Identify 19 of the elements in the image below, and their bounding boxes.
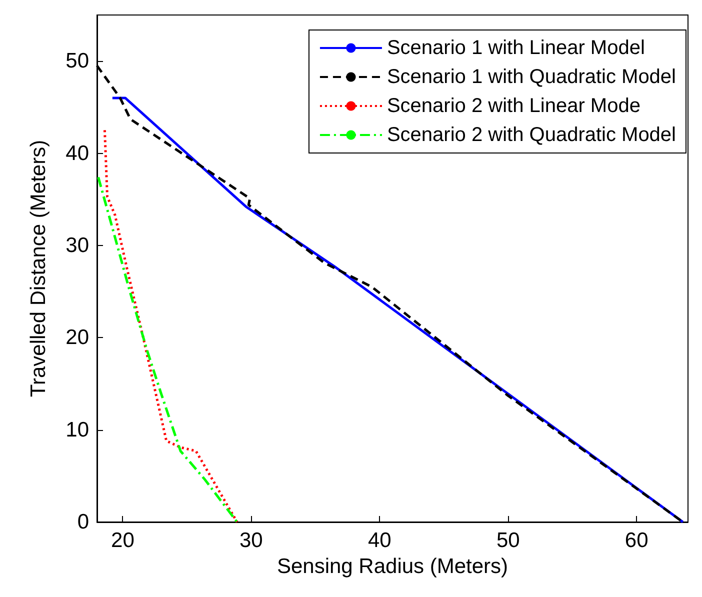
x-axis-title: Sensing Radius (Meters) (276, 554, 508, 578)
y-tick-label: 0 (77, 510, 89, 534)
line-series (97, 176, 238, 524)
y-tick-label: 30 (66, 234, 89, 257)
legend-label: Scenario 2 with Quadratic Model (386, 124, 676, 146)
x-tick-label: 40 (368, 529, 392, 552)
y-tick-label: 20 (66, 326, 89, 350)
legend-label: Scenario 1 with Linear Model (386, 37, 645, 59)
x-tick-label: 20 (111, 529, 134, 552)
x-tick-label: 60 (624, 529, 648, 552)
y-tick-label: 40 (66, 142, 89, 165)
y-tick-label: 10 (66, 418, 89, 442)
legend-label: Scenario 1 with Quadratic Model (386, 66, 676, 88)
y-tick-label: 50 (66, 50, 89, 73)
legend-label: Scenario 2 with Linear Mode (386, 95, 640, 117)
y-axis-title: Travelled Distance (Meters) (27, 140, 50, 398)
line-series (103, 128, 238, 524)
x-tick-label: 50 (496, 529, 520, 552)
x-tick-label: 30 (239, 529, 263, 552)
